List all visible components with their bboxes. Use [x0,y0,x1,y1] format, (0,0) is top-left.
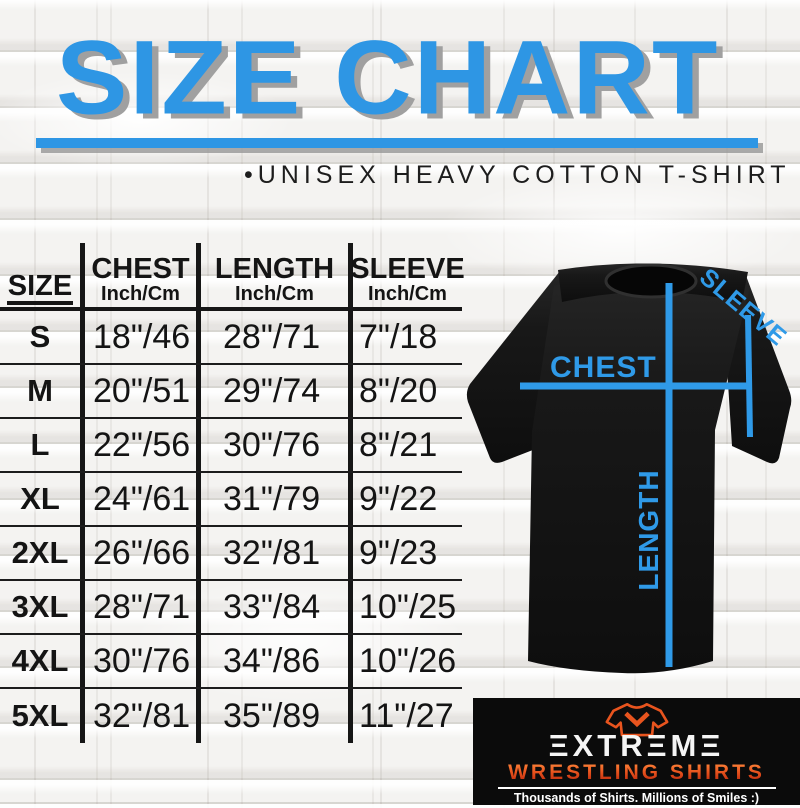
cell-length: 32"/81 [196,527,348,579]
cell-length: 33"/84 [196,581,348,633]
tshirt-silhouette [466,263,792,674]
cell-sleeve: 8"/20 [348,365,462,417]
cell-length: 31"/79 [196,473,348,525]
cell-sleeve: 9"/22 [348,473,462,525]
header-sleeve-label: SLEEVE [350,253,465,285]
cell-size: M [27,373,53,408]
cell-chest: 32"/81 [80,689,196,743]
cell-length: 35"/89 [196,689,348,743]
cell-sleeve: 10"/25 [348,581,462,633]
header-sleeve-units: Inch/Cm [368,283,447,305]
header-length: LENGTH Inch/Cm [196,243,348,307]
brand-tagline: Thousands of Shirts. Millions of Smiles … [513,791,760,805]
cell-size: 2XL [11,535,69,570]
brand-name: ΞXTRΞMΞ [548,728,725,763]
length-measure-label: LENGTH [633,469,664,591]
header-size: SIZE [0,243,80,307]
cell-chest: 22"/56 [80,419,196,471]
cell-chest: 20"/51 [80,365,196,417]
header-chest-units: Inch/Cm [101,283,180,305]
table-row: M 20"/51 29"/74 8"/20 [0,365,462,419]
header-size-label: SIZE [6,271,74,305]
table-row: 2XL 26"/66 32"/81 9"/23 [0,527,462,581]
header-length-units: Inch/Cm [235,283,314,305]
table-row: 4XL 30"/76 34"/86 10"/26 [0,635,462,689]
cell-size: 4XL [11,643,69,678]
chest-measure-label: CHEST [550,351,657,384]
sleeve-line [745,314,753,438]
cell-chest: 18"/46 [80,311,196,363]
table-row: 3XL 28"/71 33"/84 10"/25 [0,581,462,635]
table-row: 5XL 32"/81 35"/89 11"/27 [0,689,462,743]
cell-chest: 24"/61 [80,473,196,525]
cell-length: 34"/86 [196,635,348,687]
brand-logo: ΞXTRΞMΞ WRESTLING SHIRTS Thousands of Sh… [473,698,800,805]
size-table: SIZE CHEST Inch/Cm LENGTH Inch/Cm SLEEVE… [0,243,465,743]
cell-sleeve: 9"/23 [348,527,462,579]
cell-chest: 28"/71 [80,581,196,633]
page-title: SIZE CHART [56,19,720,137]
table-row: XL 24"/61 31"/79 9"/22 [0,473,462,527]
cell-size: XL [20,481,60,516]
size-table-header-row: SIZE CHEST Inch/Cm LENGTH Inch/Cm SLEEVE… [0,243,465,311]
cell-length: 28"/71 [196,311,348,363]
table-row: L 22"/56 30"/76 8"/21 [0,419,462,473]
header-chest: CHEST Inch/Cm [80,243,196,307]
cell-size: 3XL [11,589,69,624]
table-row: S 18"/46 28"/71 7"/18 [0,311,462,365]
cell-size: L [30,427,50,462]
header-sleeve: SLEEVE Inch/Cm [348,243,465,307]
title-underline [36,138,758,148]
cell-length: 29"/74 [196,365,348,417]
cell-sleeve: 11"/27 [348,689,462,743]
cell-chest: 26"/66 [80,527,196,579]
cell-length: 30"/76 [196,419,348,471]
brand-wordmark: WRESTLING SHIRTS [508,761,765,784]
cell-sleeve: 10"/26 [348,635,462,687]
tshirt-icon [605,702,668,737]
page-subtitle: •UNISEX HEAVY COTTON T-SHIRT [244,161,791,189]
brand-divider [497,787,776,789]
cell-sleeve: 8"/21 [348,419,462,471]
cell-size: 5XL [11,698,69,733]
header-chest-label: CHEST [91,253,190,285]
cell-size: S [29,319,51,354]
cell-chest: 30"/76 [80,635,196,687]
cell-sleeve: 7"/18 [348,311,462,363]
header-length-label: LENGTH [214,253,335,285]
